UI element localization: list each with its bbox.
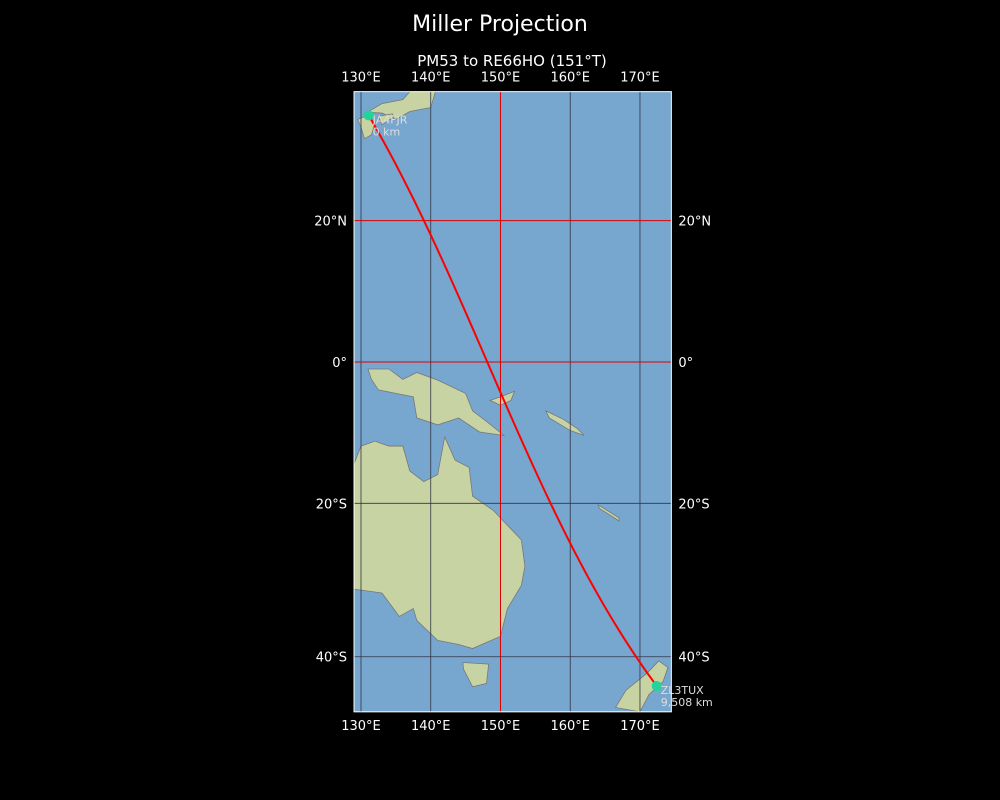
great-circle-path [367,114,658,687]
lon-tick-top: 140°E [411,71,451,86]
end-marker [651,680,662,691]
lon-tick-bottom: 140°E [411,719,451,734]
lat-tick-left: 20°N [314,215,347,230]
lat-tick-right: 40°S [678,651,709,666]
map-content [354,91,672,712]
end-distance: 9,508 km [661,696,713,709]
lat-tick-left: 40°S [316,651,347,666]
land-solomons [544,410,585,436]
lon-tick-top: 150°E [481,71,521,86]
lon-tick-bottom: 150°E [481,719,521,734]
map-frame [353,91,672,713]
lat-tick-left: 20°S [316,497,347,512]
lat-tick-right: 20°S [678,497,709,512]
lat-tick-right: 20°N [678,215,711,230]
start-callsign: JA4FJR [372,113,408,126]
land-australia [354,435,526,649]
lat-tick-left: 0° [332,356,347,371]
start-marker [363,110,374,121]
land-new-guinea [367,368,506,437]
lon-tick-bottom: 170°E [620,719,660,734]
ocean [354,91,672,712]
lon-tick-top: 130°E [341,71,381,86]
start-distance: 0 km [373,125,401,138]
land-nz-south [614,660,669,712]
land-new-caledonia [597,503,620,522]
land-tasmania [462,662,490,688]
lon-tick-top: 170°E [620,71,660,86]
lon-tick-bottom: 130°E [341,719,381,734]
land-japan-shikoku [377,113,395,126]
map-title: Miller Projection [412,12,588,37]
lat-tick-right: 0° [678,356,693,371]
lon-tick-top: 160°E [550,71,590,86]
map-subtitle: PM53 to RE66HO (151°T) [417,52,607,70]
lon-tick-bottom: 160°E [550,719,590,734]
